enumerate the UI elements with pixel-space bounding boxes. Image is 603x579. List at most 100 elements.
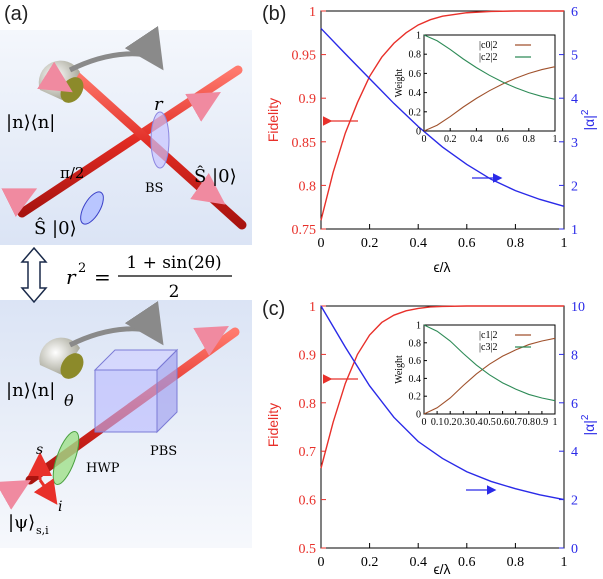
relation-sup: 2: [78, 261, 86, 276]
inset-y-tick-label: 1: [416, 31, 421, 42]
curved-arrow-icon: [68, 25, 164, 73]
output-arrow-icon: [185, 92, 221, 122]
projector-label-bottom: |n⟩⟨n|: [6, 380, 55, 401]
phase-plate: [80, 191, 104, 225]
inset-y-tick-label: 0.8: [409, 50, 422, 61]
inset-frame: [423, 324, 556, 415]
inset-ylabel: Weight: [394, 68, 405, 97]
chart-b: (b) 0 0.2 0.4 0.6 0.8 10.750.80.850.90.951123…: [262, 3, 597, 275]
inset-x-tick-label: 0: [422, 134, 427, 145]
bs-label: BS: [145, 181, 163, 196]
chart-c-ylabel-left: Fidelity: [265, 403, 281, 447]
x-tick-label: 0.6: [458, 555, 476, 570]
projector-label-top: |n⟩⟨n|: [6, 112, 55, 133]
y-right-tick-label: 6: [571, 397, 578, 412]
inset-y-tick-label: 0.4: [409, 374, 422, 385]
inset-y-tick-label: 0.6: [409, 356, 422, 367]
phase-label: π/2: [60, 164, 84, 182]
inset-x-tick-label: 0.6: [496, 417, 509, 428]
curved-arrow-icon: [68, 300, 164, 348]
inset-x-tick-label: 0.6: [496, 134, 509, 145]
panel-b-label: (b): [262, 3, 286, 25]
inset-legend-label: |c2|2: [479, 52, 497, 63]
svg-text:|α|2: |α|2: [580, 109, 597, 130]
relation-denominator: 2: [169, 282, 180, 302]
relation-numerator: 1 + sin(2θ): [126, 253, 221, 273]
inset-x-tick-label: 0.8: [523, 134, 536, 145]
input-arrow-icon: [1, 188, 38, 218]
fidelity-line: [320, 10, 564, 221]
y-right-tick-label: 5: [571, 49, 578, 64]
state-subscript: s,i: [36, 524, 49, 537]
panel-a: (a) |n⟩⟨n| r π/2 BS Ŝ |0⟩ Ŝ |0⟩ r 2: [0, 3, 252, 548]
y-right-tick-label: 8: [571, 348, 578, 363]
x-tick-label: 1: [561, 236, 568, 251]
pbs-cube-side: [156, 348, 178, 434]
pbs-setup: [0, 300, 240, 510]
y-right-tick-label: 4: [571, 92, 578, 107]
inset-y-tick-label: 0.2: [409, 107, 422, 118]
inset-x-tick-label: 0.8: [523, 417, 536, 428]
y-right-tick-label: 1: [571, 223, 578, 238]
inset-x-tick-label: 1: [553, 417, 558, 428]
chart-c: (c) 0 0.2 0.4 0.6 0.8 10.50.60.70.80.91024681…: [262, 298, 597, 577]
inset-legend-label: |c0|2: [479, 40, 497, 51]
input-arrow-icon: [37, 61, 73, 93]
inset-x-tick-label: 0.4: [470, 417, 483, 428]
chart-b-ylabel-right: |α|2: [580, 109, 597, 130]
inset-y-tick-label: 0.4: [409, 88, 422, 99]
relation-equals: =: [94, 265, 111, 289]
inset-x-tick-label: 0.3: [457, 417, 470, 428]
output-arrow-icon: [190, 173, 226, 205]
detector-icon: [39, 337, 80, 375]
y-right-tick-label: 10: [571, 300, 585, 315]
y-right-tick-label: 3: [571, 136, 578, 151]
x-tick-label: 0: [318, 236, 325, 251]
i-axis-label: i: [58, 499, 62, 515]
inset-y-tick-label: 0.8: [409, 338, 422, 349]
chart-c-ylabel-right-text: |α|: [581, 420, 597, 435]
y-left-tick-label: 0.9: [299, 92, 317, 107]
inset-x-tick-label: 0.5: [483, 417, 496, 428]
inset-x-tick-label: 1: [553, 134, 558, 145]
chart-b-frame: [320, 10, 565, 230]
x-tick-label: 0.8: [507, 236, 525, 251]
inset-x-tick-label: 0.4: [470, 134, 483, 145]
alpha-squared-line: [320, 27, 565, 208]
inset-x-tick-label: 0: [422, 417, 427, 428]
double-arrow-icon: [20, 246, 48, 304]
y-left-tick-label: 0.8: [299, 397, 317, 412]
y-left-tick-label: 0.85: [292, 136, 317, 151]
beam-splitter-optic: [150, 111, 170, 169]
x-tick-label: 0.2: [361, 555, 379, 570]
x-tick-label: 0.4: [409, 555, 427, 570]
x-tick-label: 0.8: [507, 555, 525, 570]
y-right-tick-label: 0: [571, 542, 578, 557]
x-tick-label: 0.4: [409, 236, 427, 251]
inset-y-tick-label: 0: [416, 127, 421, 138]
chart-c-xlabel: ϵ/λ: [433, 561, 450, 577]
inset-x-tick-label: 0.1: [431, 417, 444, 428]
y-right-tick-label: 2: [571, 179, 578, 194]
inset-x-tick-label: 0.2: [444, 417, 457, 428]
x-tick-label: 0: [318, 555, 325, 570]
y-left-tick-label: 0.9: [299, 348, 317, 363]
inset-ylabel: Weight: [394, 355, 405, 384]
inset-y-tick-label: 1: [416, 321, 421, 332]
fidelity-line: [320, 305, 564, 469]
inset-legend-label: |c1|2: [479, 330, 497, 341]
y-right-tick-label: 6: [571, 5, 578, 20]
beam-splitter-setup: [1, 25, 247, 230]
panel-a-label: (a): [4, 3, 28, 25]
squeezed-input-right: Ŝ |0⟩: [194, 164, 237, 187]
inset-series-line: [423, 66, 556, 132]
output-arrow-icon: [193, 326, 229, 356]
inset-series-line: [423, 337, 556, 415]
y-right-tick-label: 2: [571, 494, 578, 509]
detector-window: [60, 353, 84, 379]
y-left-tick-label: 0.7: [299, 445, 317, 460]
chart-b-marks: 0 0.2 0.4 0.6 0.8 10.750.80.850.90.9511234560…: [292, 5, 579, 251]
y-left-tick-label: 1: [309, 5, 316, 20]
